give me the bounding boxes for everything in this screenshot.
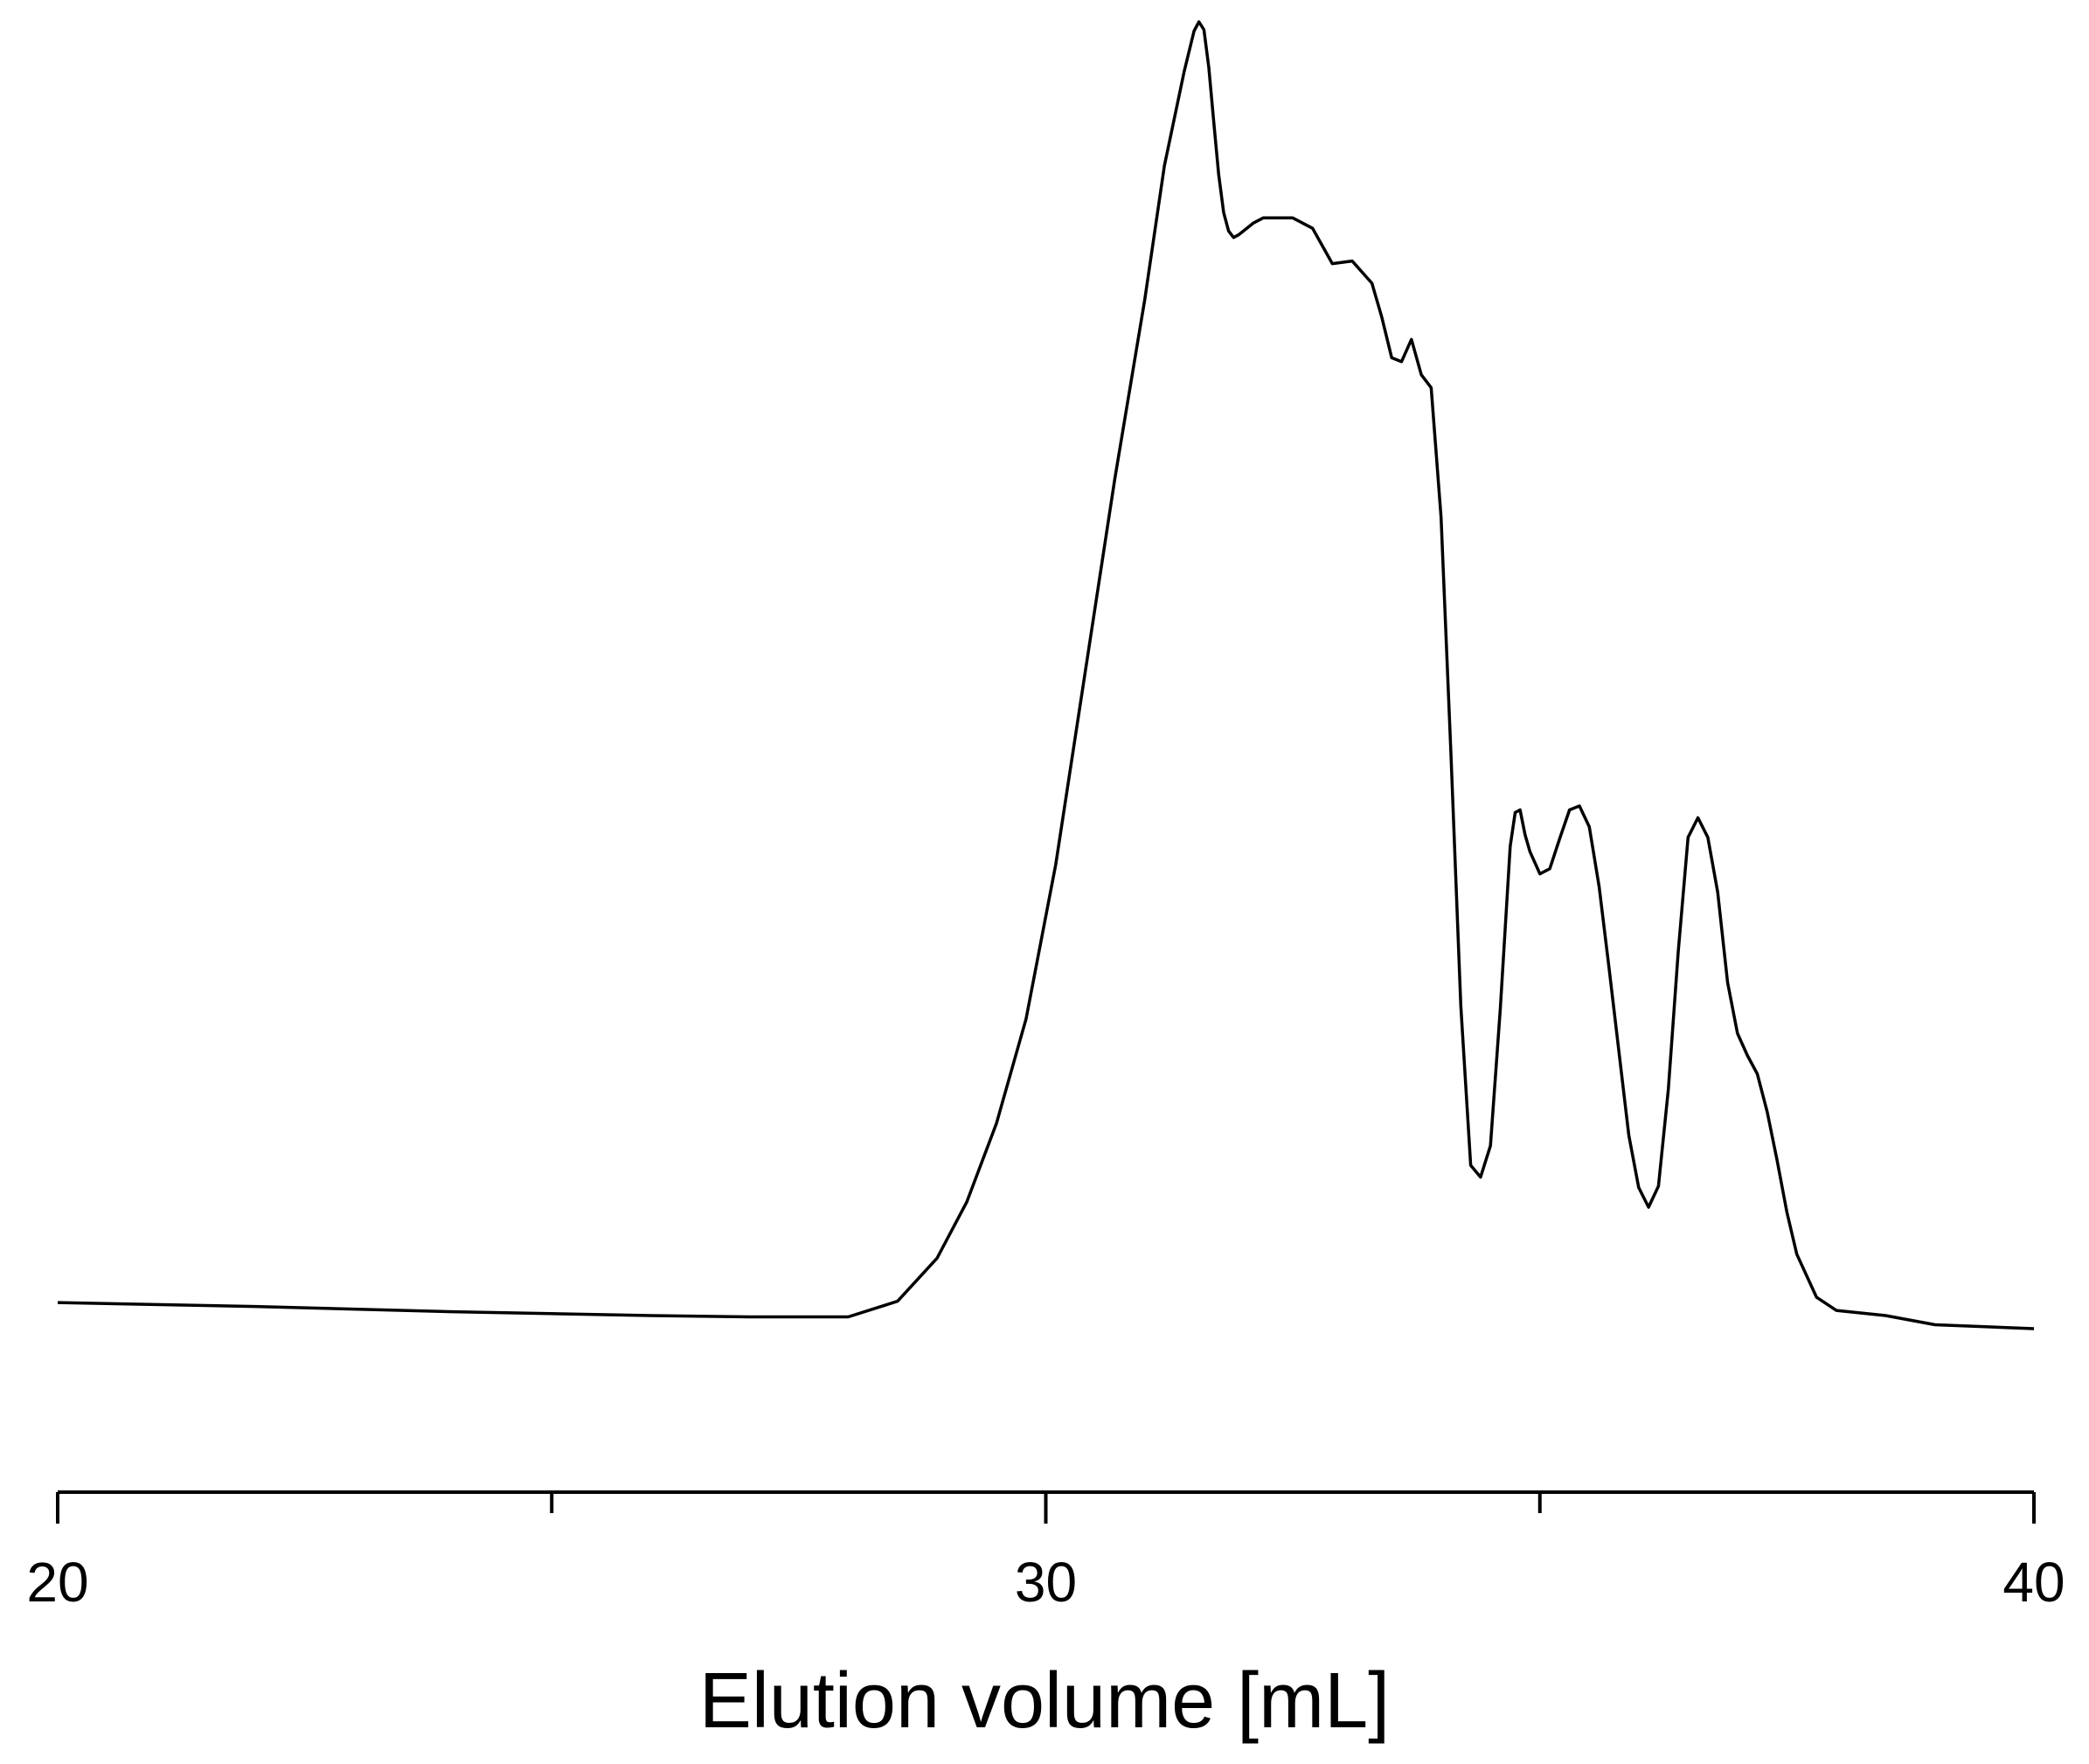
plot-area [57,20,2035,1330]
x-tick-label: 20 [26,1551,88,1614]
x-axis-ticks [56,1492,2036,1524]
x-tick-label: 30 [1015,1551,1077,1614]
x-tick-label: 40 [2002,1551,2065,1614]
chromatogram-trace [57,20,2035,1330]
x-axis-tick-labels: 20 30 40 [26,1551,2065,1614]
x-axis-title: Elution volume [mL] [699,1657,1390,1745]
x-axis: 20 30 40 Elution volume [mL] [26,1490,2065,1745]
